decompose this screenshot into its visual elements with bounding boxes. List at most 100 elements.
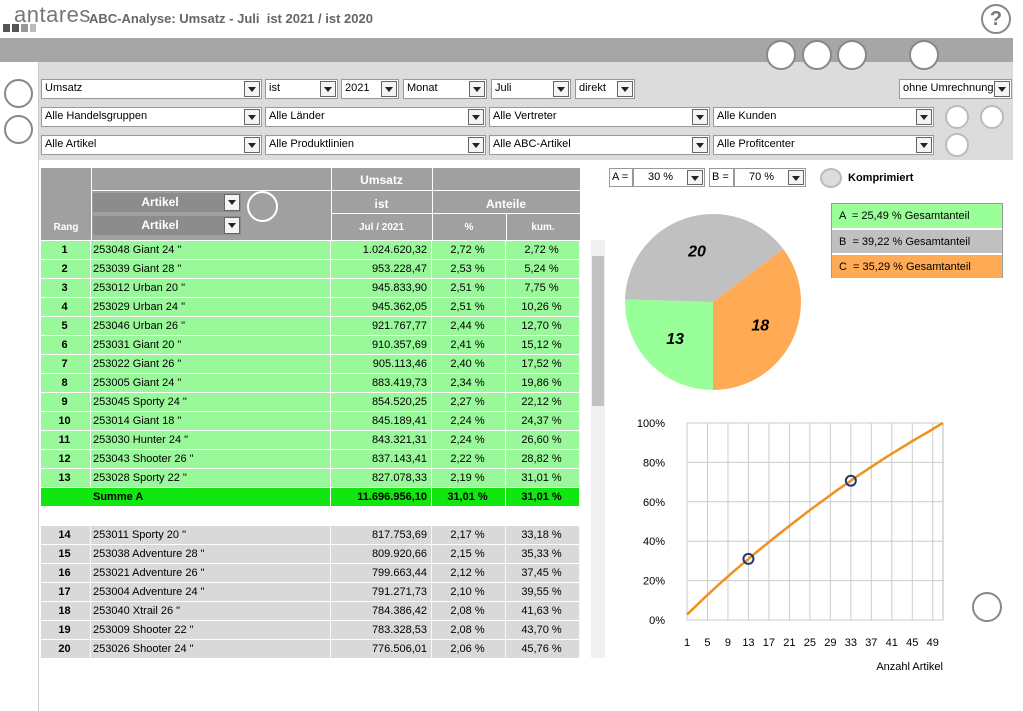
filter-value: Alle Produktlinien (269, 138, 354, 150)
table-row: 2 253039 Giant 28 " 953.228,47 2,53 % 5,24 % (41, 260, 580, 279)
filter-value: 2021 (345, 82, 370, 94)
y-tick-label: 0% (649, 615, 665, 627)
filter-value: ist (269, 82, 280, 94)
filter-select[interactable]: direkt (575, 79, 635, 99)
table-cell: 12 (41, 450, 91, 469)
table-cell: 854.520,25 (331, 393, 432, 412)
table-cell: 799.663,44 (331, 564, 432, 583)
filter-value: Monat (407, 82, 438, 94)
artikel-select[interactable]: Artikel (93, 193, 241, 212)
table-cell: 2,40 % (432, 355, 506, 374)
y-tick-label: 80% (643, 457, 665, 469)
table-cell: 253022 Giant 26 " (91, 355, 331, 374)
table-cell: 253026 Shooter 24 " (91, 640, 331, 659)
table-row: 10 253014 Giant 18 " 845.189,41 2,24 % 24,37… (41, 412, 580, 431)
print-button[interactable] (766, 40, 796, 70)
table-cell: 11 (41, 431, 91, 450)
filter-select[interactable]: Alle Länder (265, 107, 486, 127)
table-cell: 2,53 % (432, 260, 506, 279)
divider (331, 168, 332, 240)
table-cell: 843.321,31 (331, 431, 432, 450)
table-cell: 10,26 % (506, 298, 580, 317)
dropdown-arrow (244, 137, 260, 153)
artikel-select-text: Artikel (141, 218, 179, 232)
filter-select[interactable]: Alle Artikel (41, 135, 262, 155)
table-cell: 7,75 % (506, 279, 580, 298)
reset-button[interactable] (945, 133, 969, 157)
table-cell: 253046 Urban 26 " (91, 317, 331, 336)
table-cell: 2 (41, 260, 91, 279)
excel-button[interactable] (802, 40, 832, 70)
help-button[interactable]: ? (981, 4, 1011, 34)
filter-select[interactable]: Monat (403, 79, 487, 99)
filter-select[interactable]: Alle Vertreter (489, 107, 710, 127)
dropdown-arrow (692, 109, 708, 125)
filter-value: ohne Umrechnung (903, 82, 994, 94)
table-cell: 31,01 % (432, 488, 506, 507)
a-select[interactable]: 30 % (633, 168, 705, 187)
table-cell: 10 (41, 412, 91, 431)
table-cell: 8 (41, 374, 91, 393)
table-cell: 2,51 % (432, 279, 506, 298)
table-row: 1 253048 Giant 24 " 1.024.620,32 2,72 % 2,72… (41, 241, 580, 260)
table-cell: 253031 Giant 20 " (91, 336, 331, 355)
compress-toggle[interactable] (820, 168, 842, 188)
table-cell: 253005 Giant 24 " (91, 374, 331, 393)
table-cell: 253021 Adventure 26 " (91, 564, 331, 583)
table-cell: 253045 Sporty 24 " (91, 393, 331, 412)
back-button[interactable] (4, 115, 33, 144)
table-cell: 14 (41, 526, 91, 545)
filter-select[interactable]: Alle Produktlinien (265, 135, 486, 155)
b-select[interactable]: 70 % (734, 168, 806, 187)
table-row: 18 253040 Xtrail 26 " 784.386,42 2,08 % 41,6… (41, 602, 580, 621)
zoom-button[interactable] (972, 592, 1002, 622)
table-cell: 19 (41, 621, 91, 640)
scrollbar[interactable] (591, 240, 605, 658)
table-cell: 2,44 % (432, 317, 506, 336)
scroll-thumb[interactable] (592, 256, 604, 406)
search-button[interactable] (945, 105, 969, 129)
table-cell: 809.920,66 (331, 545, 432, 564)
sidebar-divider (38, 62, 39, 711)
table-cell: 253014 Giant 18 " (91, 412, 331, 431)
table-cell: 776.506,01 (331, 640, 432, 659)
table-cell: 37,45 % (506, 564, 580, 583)
filter-select[interactable]: ohne Umrechnung (899, 79, 1012, 99)
table-cell: 41,63 % (506, 602, 580, 621)
table-cell: 2,12 % (432, 564, 506, 583)
mail-button[interactable] (909, 40, 939, 70)
artikel-select[interactable]: Artikel (93, 216, 241, 235)
pie-slice (713, 248, 801, 390)
x-tick-label: 33 (845, 637, 857, 649)
home-button[interactable] (4, 79, 33, 108)
slice-label: 13 (666, 331, 684, 348)
table-cell: 253039 Giant 28 " (91, 260, 331, 279)
filter-select[interactable]: Umsatz (41, 79, 262, 99)
filter-select[interactable]: Alle ABC-Artikel (489, 135, 710, 155)
table-cell: 837.143,41 (331, 450, 432, 469)
header-umsatz: Umsatz (360, 173, 403, 187)
table-cell: 2,41 % (432, 336, 506, 355)
filter-select[interactable]: Juli (491, 79, 571, 99)
logo: antares (14, 2, 91, 27)
table-cell: 2,08 % (432, 621, 506, 640)
header-period: Jul / 2021 (358, 222, 405, 233)
pdf-button[interactable] (837, 40, 867, 70)
table-cell: 15,12 % (506, 336, 580, 355)
x-tick-label: 29 (824, 637, 836, 649)
table-cell: 2,27 % (432, 393, 506, 412)
y-tick-label: 100% (637, 418, 665, 430)
x-tick-label: 17 (763, 637, 775, 649)
filter-select[interactable]: Alle Profitcenter (713, 135, 934, 155)
filter-button[interactable] (247, 191, 278, 222)
filter-select[interactable]: Alle Handelsgruppen (41, 107, 262, 127)
table-cell: 2,24 % (432, 412, 506, 431)
filter-select[interactable]: Alle Kunden (713, 107, 934, 127)
filter-select[interactable]: 2021 (341, 79, 399, 99)
sum-button[interactable] (980, 105, 1004, 129)
y-tick-label: 20% (643, 576, 665, 588)
table-cell: 22,12 % (506, 393, 580, 412)
filter-select[interactable]: ist (265, 79, 338, 99)
